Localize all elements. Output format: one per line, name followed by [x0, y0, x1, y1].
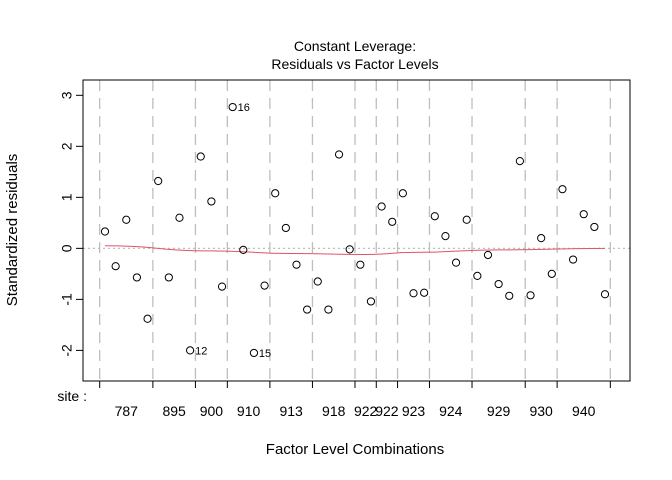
- x-group-label: 922: [354, 403, 378, 419]
- data-point: [111, 262, 120, 271]
- data-point: [547, 269, 556, 278]
- x-axis-label: Factor Level Combinations: [266, 441, 444, 458]
- point-labels: 12 16 15: [195, 102, 271, 360]
- plot-box: [82, 79, 631, 382]
- x-group-label: 923: [402, 403, 426, 419]
- x-group-label: 924: [439, 403, 463, 419]
- data-point: [217, 282, 227, 291]
- data-point: [420, 288, 429, 297]
- data-point: [526, 291, 535, 300]
- data-point: [313, 277, 322, 286]
- point-label: 15: [259, 348, 271, 360]
- x-group-label: 787: [115, 403, 139, 419]
- y-tick-label: 3: [59, 91, 75, 99]
- group-separators: [99, 80, 611, 381]
- data-point: [590, 222, 599, 232]
- point-label: 16: [238, 102, 250, 114]
- x-group-label: 910: [237, 403, 261, 419]
- data-point: [473, 271, 482, 281]
- data-point: [154, 176, 163, 186]
- data-point: [494, 279, 503, 289]
- data-point: [228, 102, 237, 112]
- x-group-label: 940: [572, 403, 596, 419]
- data-point: [388, 217, 397, 226]
- data-point: [186, 346, 195, 355]
- chart-title-line-1: Constant Leverage:: [294, 38, 416, 54]
- data-point: [430, 212, 439, 221]
- data-point: [558, 185, 567, 194]
- data-point: [409, 289, 418, 298]
- data-point: [271, 189, 280, 198]
- y-tick-label: -1: [59, 293, 75, 306]
- y-tick-label: -2: [59, 344, 75, 357]
- x-group-label: 900: [200, 403, 224, 419]
- x-group-label: 922: [375, 403, 399, 419]
- data-point: [207, 197, 216, 206]
- data-point: [100, 227, 110, 236]
- data-point: [579, 210, 588, 219]
- data-point: [441, 232, 450, 241]
- y-tick-label: 0: [59, 244, 75, 252]
- x-group-label: 895: [162, 403, 186, 419]
- data-point: [164, 273, 173, 282]
- y-tick-label: 1: [59, 193, 75, 201]
- point-label: 12: [195, 345, 207, 357]
- x-group-label: 930: [529, 403, 553, 419]
- data-points: [100, 102, 610, 358]
- data-point: [483, 250, 493, 260]
- data-point: [239, 245, 248, 254]
- data-point: [398, 189, 407, 198]
- smoother-curve: [104, 245, 606, 255]
- data-point: [568, 255, 578, 264]
- data-point: [505, 291, 514, 300]
- data-point: [462, 215, 471, 224]
- data-point: [451, 258, 461, 267]
- data-point: [303, 305, 312, 314]
- chart-title-line-2: Residuals vs Factor Levels: [271, 56, 438, 72]
- y-axis: 3 2 1 0 -1 -2: [59, 91, 83, 357]
- factor-prefix-label: site :: [57, 388, 87, 404]
- data-point: [356, 260, 365, 269]
- data-point: [600, 290, 610, 299]
- data-point: [377, 202, 386, 211]
- data-point: [132, 273, 142, 282]
- x-group-label: 918: [322, 403, 346, 419]
- x-group-label: 929: [487, 403, 511, 419]
- data-point: [334, 150, 344, 159]
- y-tick-label: 2: [59, 142, 75, 150]
- data-point: [249, 348, 259, 358]
- data-point: [143, 314, 152, 323]
- data-point: [292, 260, 301, 269]
- data-point: [366, 297, 376, 306]
- data-point: [281, 223, 290, 233]
- data-point: [537, 234, 546, 243]
- y-axis-label: Standardized residuals: [4, 154, 21, 307]
- data-point: [122, 215, 131, 224]
- data-point: [196, 152, 205, 161]
- data-point: [175, 213, 184, 222]
- data-point: [345, 245, 354, 254]
- x-group-label: 913: [279, 403, 303, 419]
- data-point: [260, 281, 269, 290]
- data-point: [515, 157, 524, 166]
- data-point: [324, 305, 333, 314]
